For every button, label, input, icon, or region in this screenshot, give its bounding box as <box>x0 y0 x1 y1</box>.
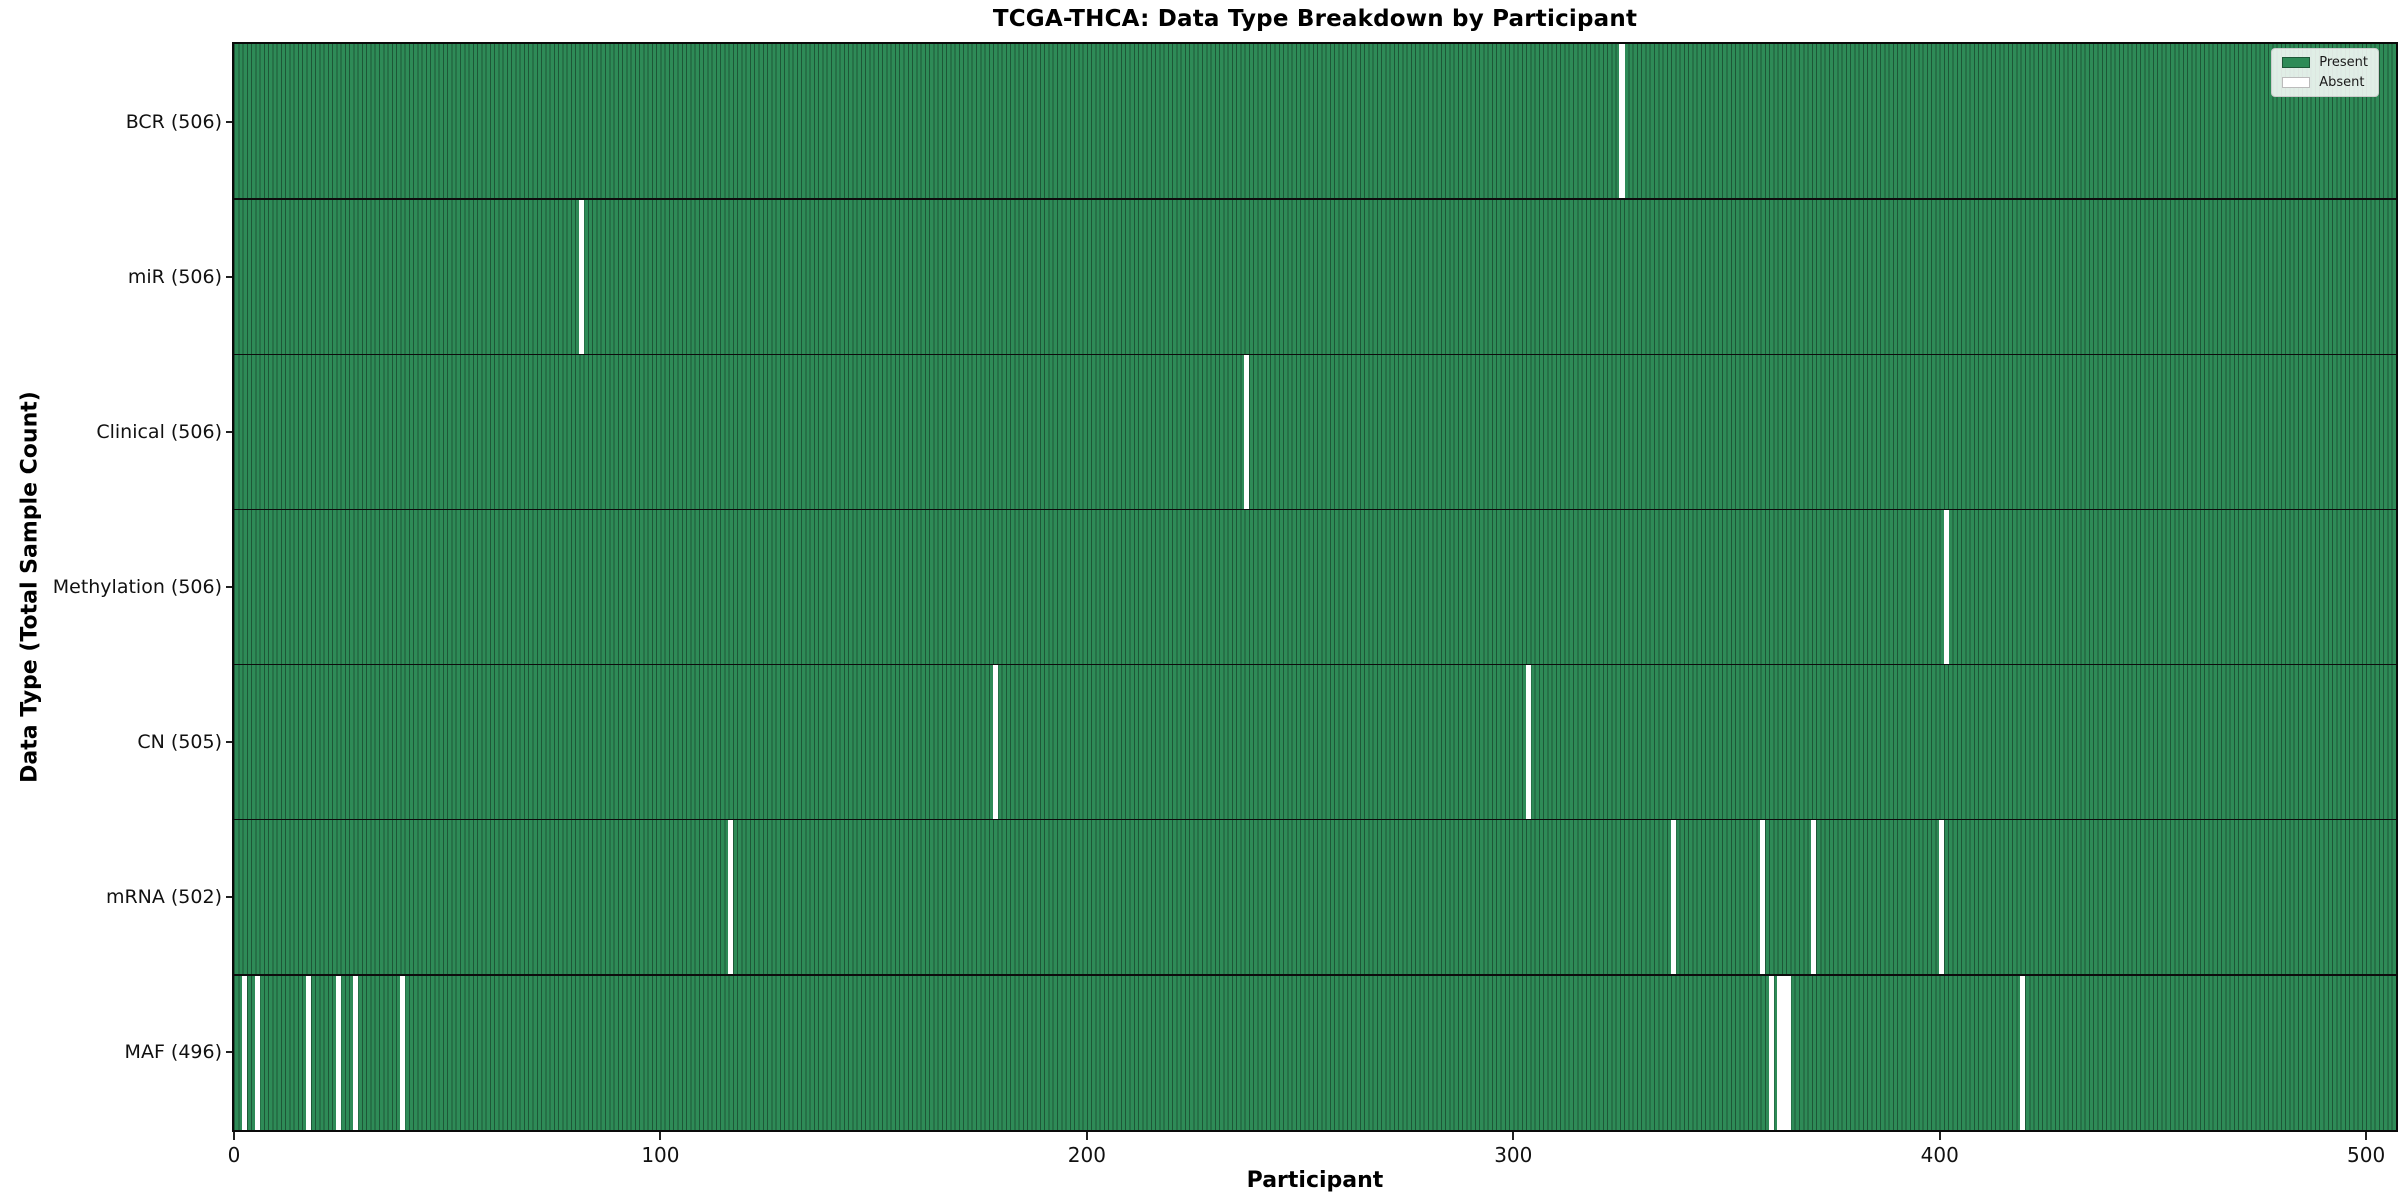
heatmap-row-mrna <box>234 819 2396 975</box>
x-tick-label-200: 200 <box>1067 1143 1106 1167</box>
legend-entry-present: Present <box>2282 55 2368 70</box>
absent-stripe-cn-178 <box>992 664 998 820</box>
absent-stripe-clinical-237 <box>1244 354 1250 510</box>
row-divider-0 <box>234 198 2396 200</box>
absent-stripe-mrna-358 <box>1760 819 1766 975</box>
x-tick-0 <box>233 1132 235 1140</box>
y-tick-label-bcr: BCR (506) <box>125 110 222 133</box>
legend-absent-label: Absent <box>2319 75 2365 90</box>
y-tick-methylation <box>226 586 234 588</box>
absent-stripe-maf-2 <box>242 974 248 1130</box>
y-tick-label-maf: MAF (496) <box>124 1041 222 1064</box>
y-tick-label-methylation: Methylation (506) <box>52 576 222 598</box>
absent-stripe-cn-303 <box>1525 664 1531 820</box>
heatmap-row-methylation <box>234 509 2396 665</box>
heatmap-row-bcr <box>234 44 2396 200</box>
x-tick-400 <box>1938 1132 1941 1140</box>
x-tick-label-400: 400 <box>1920 1143 1959 1167</box>
row-divider-4 <box>234 818 2396 821</box>
chart-title: TCGA-THCA: Data Type Breakdown by Partic… <box>992 6 1638 32</box>
legend-entry-absent: Absent <box>2282 75 2368 90</box>
y-tick-label-cn: CN (505) <box>137 731 222 754</box>
legend-present-swatch <box>2282 57 2311 68</box>
x-tick-label-500: 500 <box>2347 1143 2386 1167</box>
absent-stripe-maf-5 <box>254 974 260 1130</box>
y-tick-mrna <box>226 896 234 899</box>
x-tick-500 <box>2365 1132 2368 1140</box>
absent-stripe-methylation-401 <box>1943 509 1949 665</box>
heatmap-row-cn <box>234 664 2396 820</box>
absent-stripe-mrna-370 <box>1811 819 1817 975</box>
y-tick-label-mir: miR (506) <box>127 265 222 288</box>
absent-stripe-maf-39 <box>399 974 405 1130</box>
row-divider-3 <box>234 663 2396 666</box>
y-tick-cn <box>226 741 234 744</box>
x-tick-label-0: 0 <box>227 1143 241 1167</box>
y-tick-label-clinical: Clinical (506) <box>96 420 222 443</box>
x-tick-label-300: 300 <box>1494 1143 1533 1167</box>
absent-stripe-bcr-325 <box>1619 44 1625 200</box>
row-divider-5 <box>234 974 2396 976</box>
heatmap-plot: Present Absent <box>232 42 2398 1132</box>
x-tick-100 <box>659 1132 662 1140</box>
x-tick-label-100: 100 <box>641 1143 680 1167</box>
absent-stripe-maf-24 <box>335 974 341 1130</box>
heatmap-row-mir <box>234 199 2396 355</box>
absent-stripe-maf-362 <box>1777 974 1783 1130</box>
x-tick-200 <box>1085 1132 1088 1140</box>
heatmap-row-clinical <box>234 354 2396 510</box>
heatmap-row-maf <box>234 974 2396 1130</box>
y-tick-mir <box>226 275 234 278</box>
legend: Present Absent <box>2271 48 2379 97</box>
x-axis-label: Participant <box>1246 1168 1384 1193</box>
x-tick-300 <box>1512 1132 1515 1140</box>
absent-stripe-mrna-337 <box>1670 819 1676 975</box>
absent-stripe-maf-360 <box>1768 974 1774 1130</box>
absent-stripe-mrna-116 <box>728 819 734 975</box>
y-tick-clinical <box>226 430 234 433</box>
row-divider-2 <box>234 508 2396 511</box>
legend-absent-swatch <box>2282 77 2311 88</box>
absent-stripe-maf-17 <box>306 974 312 1130</box>
y-tick-maf <box>226 1051 234 1054</box>
absent-stripe-mrna-400 <box>1939 819 1945 975</box>
absent-stripe-maf-28 <box>353 974 359 1130</box>
absent-stripe-mir-81 <box>579 199 585 355</box>
absent-stripe-maf-363 <box>1781 974 1787 1130</box>
legend-present-label: Present <box>2319 55 2368 70</box>
absent-stripe-maf-364 <box>1785 974 1791 1130</box>
absent-stripe-maf-419 <box>2020 974 2026 1130</box>
y-tick-bcr <box>226 120 234 123</box>
y-tick-label-mrna: mRNA (502) <box>105 886 222 909</box>
row-divider-1 <box>234 353 2396 356</box>
